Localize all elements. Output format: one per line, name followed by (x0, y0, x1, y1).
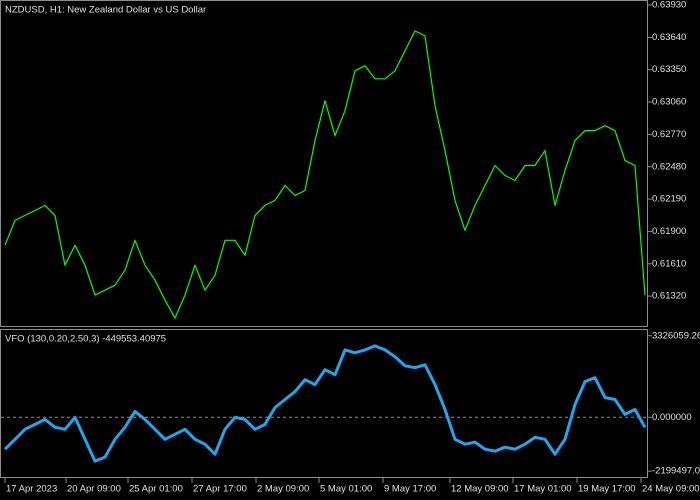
x-tick-label: 17 Apr 2023 (6, 484, 57, 495)
price-panel-frame (0, 0, 648, 327)
y-tick-label: 0.63640 (652, 32, 686, 43)
x-tick-label: 19 May 17:00 (578, 484, 636, 495)
y-tick-label: 0.61320 (652, 291, 686, 302)
y-tick-label: 0.63060 (652, 97, 686, 108)
indicator-title: VFO (130,0.20,2.50,3) -449553.40975 (5, 334, 166, 345)
y-tick-label: -2199497.00 (652, 466, 700, 477)
y-tick-label: 0.62480 (652, 161, 686, 172)
chart-title: NZDUSD, H1: New Zealand Dollar vs US Dol… (5, 5, 206, 16)
y-tick-label: 0.62190 (652, 194, 686, 205)
x-tick-label: 25 Apr 01:00 (129, 484, 183, 495)
indicator-panel-frame (0, 329, 648, 478)
x-tick-label: 17 May 01:00 (514, 484, 572, 495)
x-tick-label: 5 May 01:00 (320, 484, 372, 495)
y-tick-label: 0.63930 (652, 0, 686, 11)
x-tick-label: 27 Apr 17:00 (193, 484, 247, 495)
y-tick-label: 0.61610 (652, 258, 686, 269)
x-tick-label: 2 May 09:00 (257, 484, 309, 495)
y-tick-label: 0.000000 (652, 412, 692, 423)
y-tick-label: 0.63350 (652, 64, 686, 75)
x-tick-label: 12 May 09:00 (451, 484, 509, 495)
y-tick-label: 0.62770 (652, 129, 686, 140)
data-line (4, 30, 646, 319)
x-tick-label: 20 Apr 09:00 (67, 484, 121, 495)
y-tick-label: 0.61900 (652, 226, 686, 237)
data-line (3, 344, 647, 463)
x-tick-label: 9 May 17:00 (384, 484, 436, 495)
y-tick-label: 3326059.26 (652, 330, 700, 341)
x-tick-label: 24 May 09:00 (642, 484, 700, 495)
